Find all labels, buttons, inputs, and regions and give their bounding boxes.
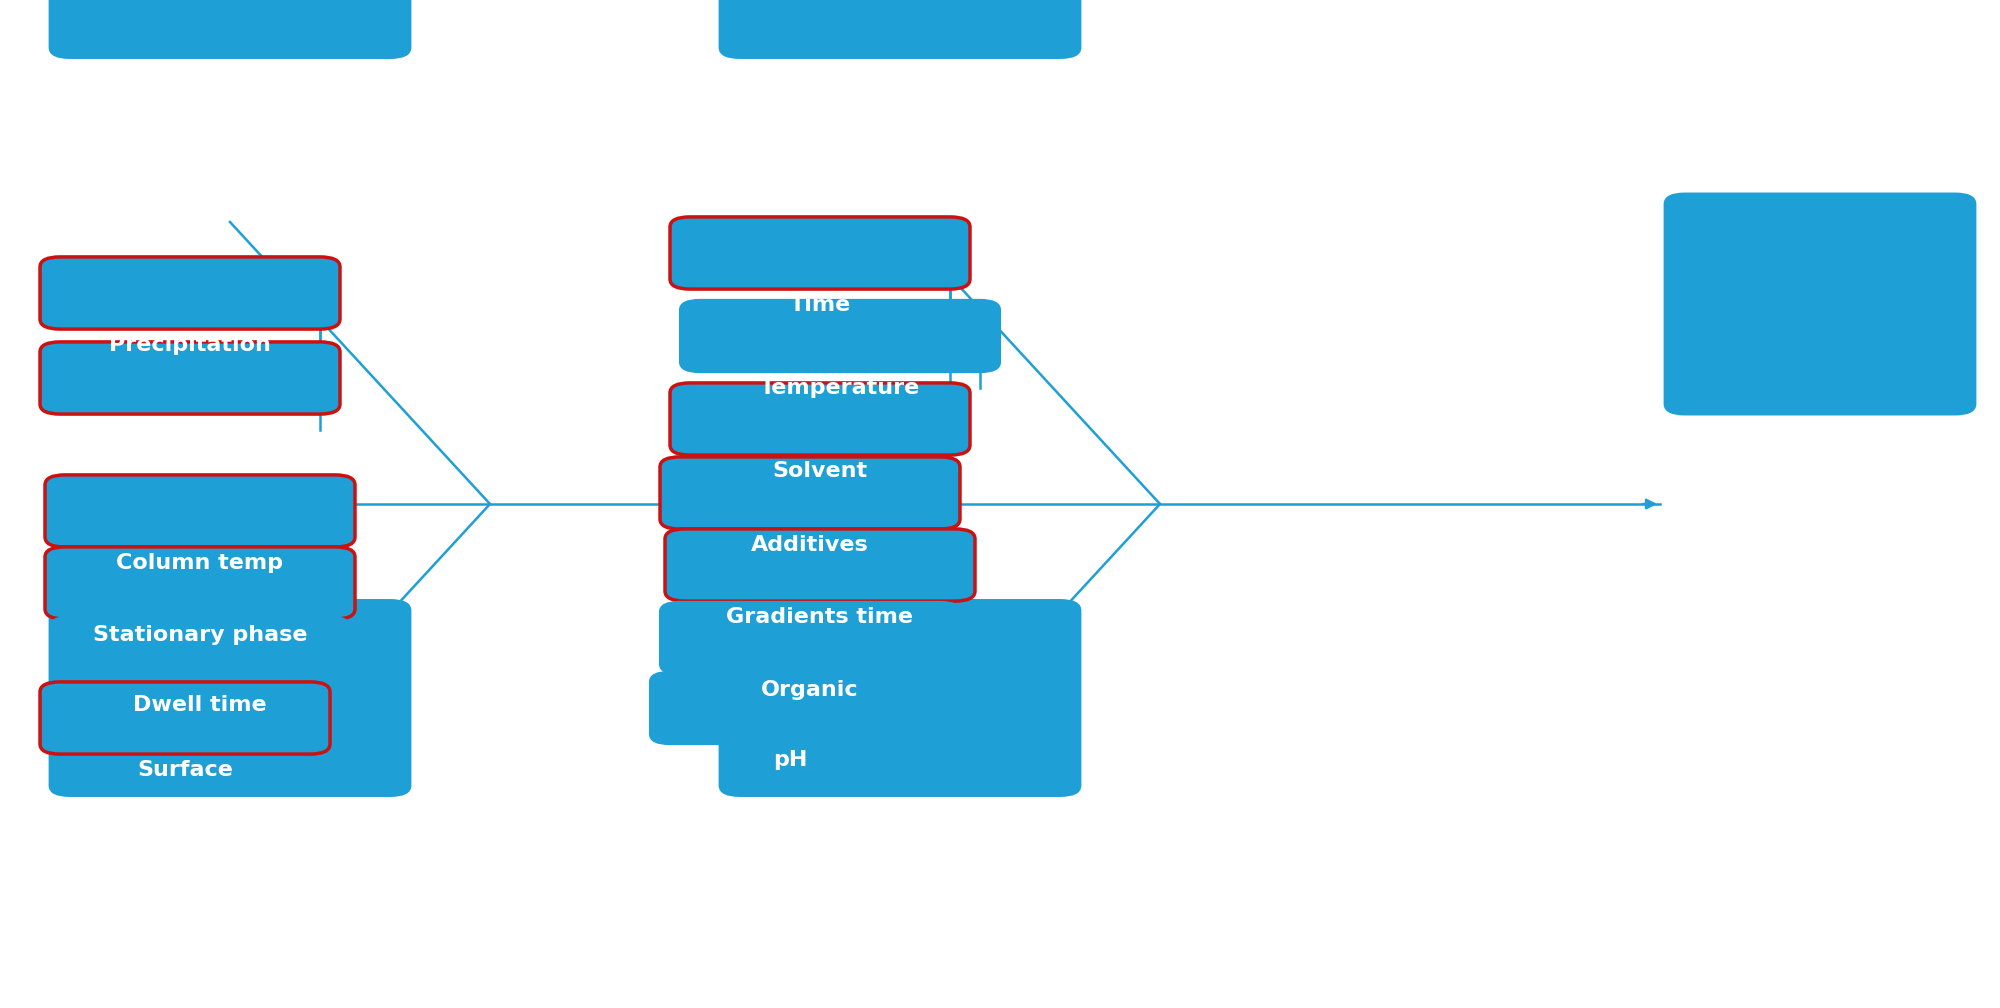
Text: Stationary phase: Stationary phase: [92, 625, 308, 645]
FancyBboxPatch shape: [44, 475, 356, 547]
Text: Solvent: Solvent: [772, 461, 868, 481]
FancyBboxPatch shape: [40, 257, 340, 329]
Text: Dwell time: Dwell time: [134, 695, 266, 715]
FancyBboxPatch shape: [44, 547, 356, 619]
FancyBboxPatch shape: [50, 617, 350, 689]
Text: Sample preparation: Sample preparation: [74, 121, 386, 149]
FancyBboxPatch shape: [650, 672, 930, 744]
Text: Instrument variables: Instrument variables: [66, 859, 394, 887]
Text: Time: Time: [790, 295, 850, 314]
Text: Additives: Additives: [752, 535, 868, 555]
FancyBboxPatch shape: [670, 383, 970, 455]
Text: Stability of analytes: Stability of analytes: [742, 121, 1058, 149]
FancyBboxPatch shape: [50, 601, 410, 795]
FancyBboxPatch shape: [40, 682, 330, 754]
Text: Gradients time: Gradients time: [726, 607, 914, 627]
Text: Organic: Organic: [762, 680, 858, 700]
FancyBboxPatch shape: [680, 300, 1000, 372]
FancyBboxPatch shape: [660, 457, 960, 529]
Text: Quality method: Quality method: [1700, 490, 1940, 518]
FancyBboxPatch shape: [670, 217, 970, 289]
FancyBboxPatch shape: [664, 529, 976, 601]
Text: Temperature: Temperature: [760, 378, 920, 398]
Text: Surface: Surface: [138, 760, 232, 780]
FancyBboxPatch shape: [660, 602, 960, 674]
FancyBboxPatch shape: [720, 601, 1080, 795]
Text: Mobile phase: Mobile phase: [796, 859, 1004, 887]
Text: pH: pH: [772, 750, 808, 770]
FancyBboxPatch shape: [40, 342, 340, 414]
Text: Solvent: Solvent: [142, 420, 238, 440]
FancyBboxPatch shape: [50, 0, 410, 57]
Text: Column temp: Column temp: [116, 553, 284, 573]
Text: Precipitation: Precipitation: [110, 335, 270, 355]
FancyBboxPatch shape: [720, 0, 1080, 57]
FancyBboxPatch shape: [1664, 194, 1976, 414]
